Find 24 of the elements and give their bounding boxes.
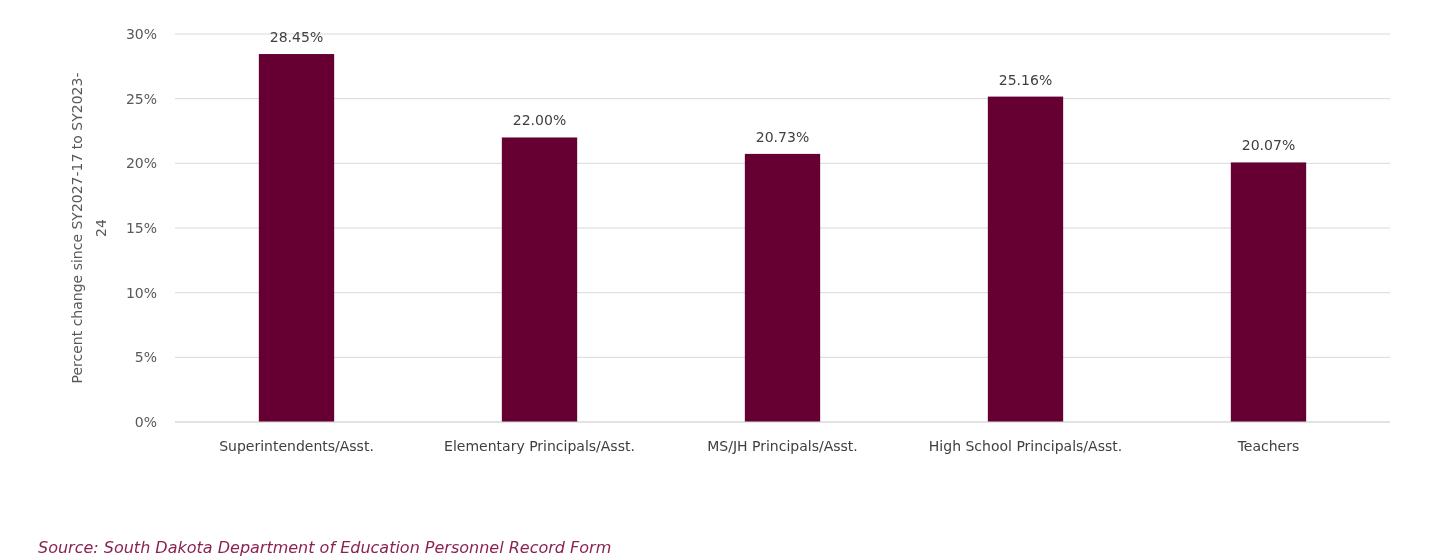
data-label: 20.07% <box>1241 137 1296 154</box>
bar <box>744 153 821 422</box>
source-note: Source: South Dakota Department of Education Personnel Record Form <box>38 538 612 557</box>
x-tick-label: MS/JH Principals/Asst. <box>707 438 858 454</box>
y-tick-label: 25% <box>125 90 157 107</box>
bar <box>987 96 1064 422</box>
bar <box>501 137 578 422</box>
data-label: 28.45% <box>269 29 324 46</box>
bar <box>1230 162 1307 422</box>
x-tick-label: Superintendents/Asst. <box>219 438 374 454</box>
bar <box>258 54 335 422</box>
y-axis-title: Percent change since SY2027-17 to SY2023-24 <box>69 72 109 384</box>
x-tick-label: High School Principals/Asst. <box>928 438 1123 454</box>
x-tick-label: Elementary Principals/Asst. <box>444 438 635 454</box>
data-label: 22.00% <box>512 112 567 129</box>
y-tick-label: 10% <box>125 284 157 301</box>
y-tick-label: 15% <box>125 219 157 236</box>
y-tick-label: 30% <box>125 25 157 42</box>
data-label: 20.73% <box>755 128 810 145</box>
x-tick-label: Teachers <box>1236 438 1300 454</box>
y-tick-label: 5% <box>134 349 157 366</box>
y-tick-label: 0% <box>134 413 157 430</box>
y-tick-label: 20% <box>125 155 157 172</box>
data-label: 25.16% <box>998 71 1053 88</box>
